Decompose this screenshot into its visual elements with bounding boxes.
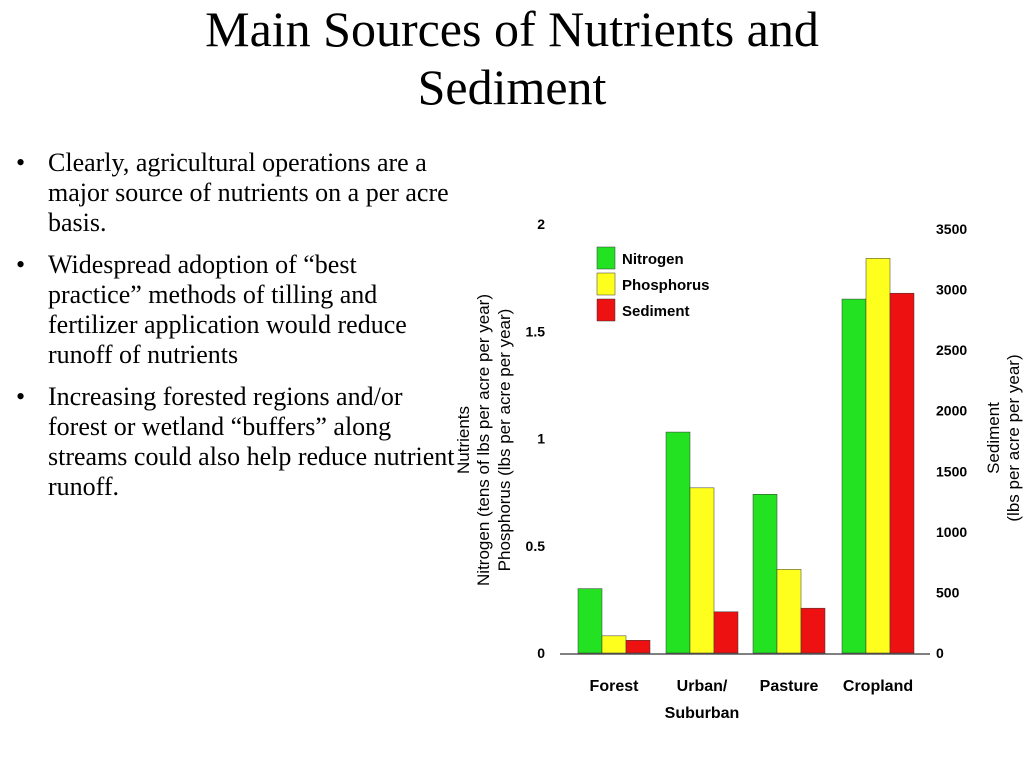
category-label: Urban/	[677, 678, 728, 695]
bar-sediment-forest	[625, 640, 651, 654]
category-label: Pasture	[760, 678, 819, 695]
right-axis-tick: 1500	[936, 463, 967, 479]
legend-swatch-nitrogen	[596, 246, 616, 270]
bullet-text: Clearly, agricultural operations are a m…	[48, 148, 449, 237]
left-axis-tick: 2	[537, 216, 545, 232]
legend-swatch-phosphorus	[596, 272, 616, 296]
legend-label-nitrogen: Nitrogen	[622, 251, 684, 268]
bar-sediment-cropland	[889, 292, 915, 654]
bar-phosphorus-cropland	[865, 258, 891, 654]
left-axis-tick: 1.5	[526, 323, 546, 339]
right-axis-tick: 2000	[936, 403, 967, 419]
bullet-text: Widespread adoption of “best practice” m…	[48, 250, 407, 369]
bullet-item: • Clearly, agricultural operations are a…	[16, 148, 456, 238]
bar-phosphorus-forest	[601, 635, 627, 654]
bar-phosphorus-urbansuburban	[689, 487, 715, 654]
right-axis-title-line: Sediment	[984, 402, 1003, 474]
bullet-item: • Widespread adoption of “best practice”…	[16, 250, 456, 370]
bullet-marker: •	[16, 250, 26, 279]
right-axis-title-line: (lbs per acre per year)	[1004, 354, 1023, 521]
left-axis-tick: 0.5	[526, 538, 546, 554]
bar-nitrogen-urbansuburban	[665, 431, 691, 654]
right-axis-tick: 500	[936, 584, 960, 600]
bullet-text: Increasing forested regions and/or fores…	[48, 382, 455, 501]
bullet-marker: •	[16, 382, 26, 411]
title-line-2: Sediment	[417, 59, 607, 115]
bar-sediment-pasture	[800, 607, 826, 654]
slide-title: Main Sources of Nutrients and Sediment	[0, 0, 1024, 116]
bullet-item: • Increasing forested regions and/or for…	[16, 382, 456, 502]
category-label: Forest	[590, 678, 640, 695]
left-axis-title-line: Nutrients	[454, 406, 473, 474]
legend-label-phosphorus: Phosphorus	[622, 277, 710, 294]
left-axis-title-line: Phosphorus (lbs per acre per year)	[495, 309, 514, 572]
bar-nitrogen-cropland	[841, 298, 867, 654]
category-label: Cropland	[843, 678, 913, 695]
left-axis-title-line: Nitrogen (tens of lbs per acre per year)	[474, 294, 493, 586]
right-axis-tick: 3500	[936, 221, 967, 237]
bar-nitrogen-forest	[577, 588, 603, 654]
left-axis-tick: 1	[537, 431, 545, 447]
bar-sediment-urbansuburban	[713, 611, 739, 654]
category-label: Suburban	[665, 705, 740, 722]
bar-phosphorus-pasture	[776, 569, 802, 654]
bullet-list: • Clearly, agricultural operations are a…	[16, 148, 456, 514]
right-axis-tick: 3000	[936, 282, 967, 298]
legend-swatch-sediment	[596, 298, 616, 322]
right-axis-tick: 2500	[936, 342, 967, 358]
title-line-1: Main Sources of Nutrients and	[205, 1, 819, 57]
right-axis-tick: 0	[936, 645, 944, 661]
left-axis-tick: 0	[537, 645, 545, 661]
right-axis-tick: 1000	[936, 524, 967, 540]
bar-nitrogen-pasture	[752, 494, 778, 654]
legend-label-sediment: Sediment	[622, 303, 690, 320]
bullet-marker: •	[16, 148, 26, 177]
